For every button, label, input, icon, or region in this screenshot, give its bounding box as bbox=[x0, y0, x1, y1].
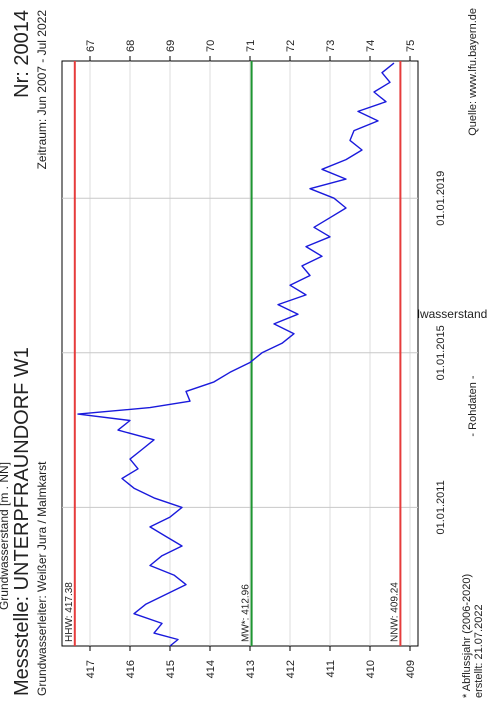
plot-frame bbox=[61, 60, 419, 647]
y-tick-label: 409 bbox=[405, 660, 417, 678]
x-tick-label: 01.01.2011 bbox=[435, 480, 447, 534]
y-tick-label: 410 bbox=[365, 660, 377, 678]
y2-tick-label: 67 bbox=[85, 40, 97, 52]
y-tick-label: 411 bbox=[325, 660, 337, 678]
reference-label: HHW: 417.38 bbox=[64, 582, 75, 642]
y2-tick-label: 75 bbox=[405, 40, 417, 52]
y-tick-label: 413 bbox=[245, 660, 257, 678]
y-axis-label: Grundwasserstand [m . NN] bbox=[0, 462, 11, 610]
y-tick-label: 415 bbox=[165, 660, 177, 678]
station-number: Nr: 20014 bbox=[11, 10, 33, 98]
aquifer-subtitle: Grundwasserleiter: Weißer Jura / Malmkar… bbox=[35, 461, 49, 696]
x-tick-label: 01.01.2015 bbox=[435, 325, 447, 380]
y2-tick-label: 70 bbox=[205, 40, 217, 52]
reference-label: MW*: 412.96 bbox=[241, 584, 252, 642]
y2-tick-label: 69 bbox=[165, 40, 177, 52]
footnote-runoff-year: * Abflussjahr (2006-2020) bbox=[461, 574, 473, 698]
raw-data-note: - Rohdaten - bbox=[467, 375, 479, 436]
x-tick-label: 01.01.2019 bbox=[435, 171, 447, 226]
source-link[interactable]: Quelle: www.lfu.bayern.de bbox=[467, 8, 479, 136]
y2-tick-label: 73 bbox=[325, 40, 337, 52]
time-period: Zeitraum: Jun 2007 - Jul 2022 bbox=[35, 10, 49, 170]
y-tick-label: 414 bbox=[205, 660, 217, 678]
y2-tick-label: 68 bbox=[125, 40, 137, 52]
y2-tick-label: 71 bbox=[245, 40, 257, 52]
y-tick-label: 412 bbox=[285, 660, 297, 678]
y2-tick-label: 72 bbox=[285, 40, 297, 52]
y2-tick-label: 74 bbox=[365, 40, 377, 52]
groundwater-series-line bbox=[77, 62, 395, 647]
y-tick-label: 416 bbox=[125, 660, 137, 678]
created-date: erstellt: 21.07.2022 bbox=[473, 604, 485, 698]
y-tick-label: 417 bbox=[85, 660, 97, 678]
plot-area: 01.01.2011 01.01.2015 01.01.2019 409 410 411 4… bbox=[61, 40, 447, 678]
reference-label: NNW: 409.24 bbox=[389, 582, 400, 642]
station-title: Messstelle: UNTERPFRAUNDORF W1 bbox=[11, 347, 33, 696]
